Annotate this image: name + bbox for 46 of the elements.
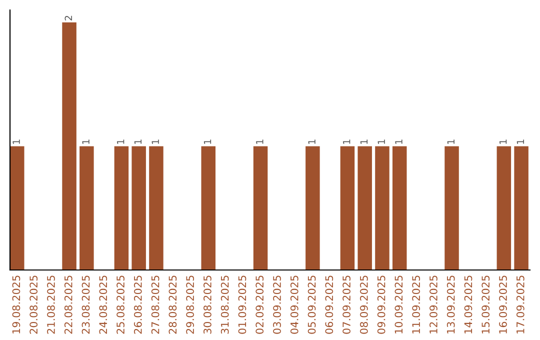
x-tick-label: 27.08.2025 [151, 276, 160, 334]
x-tick-label: 20.08.2025 [30, 276, 38, 334]
x-tick-label: 04.09.2025 [290, 276, 298, 334]
x-tick-label: 07.09.2025 [342, 276, 350, 334]
data-label: 1 [117, 140, 124, 144]
x-tick-label: 30.08.2025 [204, 276, 212, 334]
data-label: 1 [308, 140, 316, 144]
x-tick-label: 10.09.2025 [394, 276, 403, 334]
x-tick-label: 21.08.2025 [47, 276, 55, 334]
data-label: 1 [360, 140, 368, 144]
data-label: 1 [516, 140, 524, 144]
x-tick-label: 13.09.2025 [446, 276, 455, 334]
data-label: 1 [256, 140, 264, 144]
x-tick-label: 26.08.2025 [134, 276, 142, 334]
x-tick-label: 09.09.2025 [377, 276, 386, 334]
data-label: 1 [204, 140, 212, 144]
x-tick-label: 08.09.2025 [360, 276, 368, 334]
x-tick-label: 29.08.2025 [186, 276, 194, 334]
data-label: 1 [12, 140, 20, 144]
x-tick-label: 16.09.2025 [499, 276, 507, 334]
x-tick-label: 02.09.2025 [256, 276, 264, 334]
data-label: 2 [64, 16, 72, 20]
x-tick-label: 22.08.2025 [64, 276, 72, 334]
x-tick-label: 31.08.2025 [220, 276, 229, 334]
x-tick-label: 14.09.2025 [464, 276, 472, 334]
x-tick-label: 17.09.2025 [516, 276, 524, 334]
x-tick-label: 11.09.2025 [412, 276, 420, 334]
x-tick-label: 05.09.2025 [308, 276, 316, 334]
data-label: 1 [343, 140, 350, 144]
data-label: 1 [134, 140, 142, 144]
data-label: 1 [152, 140, 159, 144]
data-label: 1 [500, 140, 507, 144]
x-tick-label: 15.09.2025 [482, 276, 490, 334]
data-label: 1 [395, 140, 402, 144]
x-tick-label: 23.08.2025 [82, 276, 90, 334]
x-tick-label: 01.09.2025 [238, 276, 246, 334]
x-tick-label: 24.08.2025 [99, 276, 108, 334]
data-label: 1 [378, 140, 385, 144]
x-tick-label: 19.08.2025 [12, 276, 20, 334]
x-tick-label: 28.08.2025 [168, 276, 177, 334]
x-tick-label: 03.09.2025 [273, 276, 281, 334]
x-tick-label: 06.09.2025 [325, 276, 334, 334]
x-tick-label: 25.08.2025 [116, 276, 124, 334]
data-label: 1 [447, 140, 454, 144]
x-tick-label: 12.09.2025 [430, 276, 438, 334]
data-label: 1 [82, 140, 90, 144]
